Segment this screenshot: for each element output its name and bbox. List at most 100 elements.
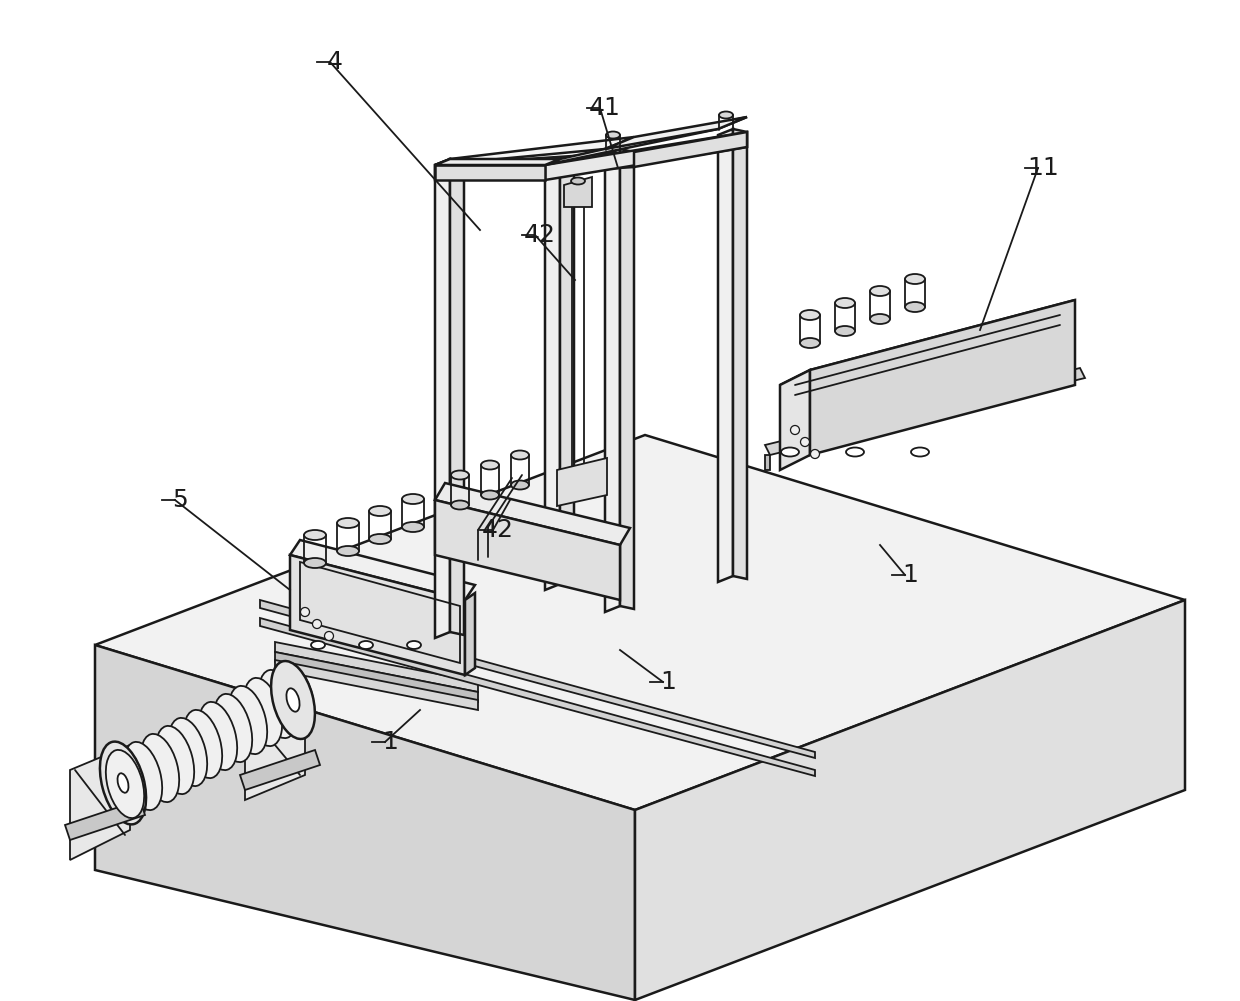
Text: 4: 4 [327, 50, 343, 74]
Polygon shape [620, 149, 634, 609]
Polygon shape [290, 540, 475, 600]
Polygon shape [605, 117, 746, 149]
Ellipse shape [141, 734, 179, 802]
Ellipse shape [905, 302, 925, 312]
Polygon shape [260, 618, 815, 776]
Ellipse shape [325, 632, 334, 641]
Ellipse shape [911, 447, 929, 456]
Ellipse shape [800, 338, 820, 348]
Ellipse shape [105, 750, 144, 818]
Ellipse shape [169, 718, 207, 786]
Ellipse shape [337, 546, 360, 556]
Polygon shape [560, 159, 574, 587]
Ellipse shape [407, 641, 422, 649]
Ellipse shape [370, 534, 391, 544]
Polygon shape [450, 159, 464, 635]
Ellipse shape [606, 131, 620, 138]
Polygon shape [435, 159, 450, 638]
Ellipse shape [791, 425, 800, 434]
Polygon shape [435, 483, 630, 545]
Text: 1: 1 [382, 730, 398, 754]
Polygon shape [557, 458, 608, 506]
Ellipse shape [304, 558, 326, 568]
Polygon shape [435, 152, 634, 180]
Polygon shape [69, 745, 130, 860]
Polygon shape [435, 165, 546, 180]
Ellipse shape [781, 447, 799, 456]
Ellipse shape [156, 726, 195, 794]
Polygon shape [435, 159, 560, 165]
Ellipse shape [719, 111, 733, 118]
Ellipse shape [304, 530, 326, 540]
Polygon shape [290, 555, 465, 675]
Polygon shape [634, 132, 746, 167]
Polygon shape [765, 455, 770, 470]
Ellipse shape [198, 702, 237, 770]
Ellipse shape [275, 664, 314, 732]
Polygon shape [260, 600, 815, 758]
Text: 1: 1 [901, 563, 918, 587]
Polygon shape [275, 642, 477, 692]
Ellipse shape [124, 742, 162, 810]
Ellipse shape [846, 447, 864, 456]
Polygon shape [718, 129, 733, 582]
Polygon shape [241, 750, 320, 790]
Ellipse shape [370, 506, 391, 516]
Ellipse shape [905, 274, 925, 284]
Text: 42: 42 [482, 518, 515, 542]
Ellipse shape [870, 314, 890, 324]
Ellipse shape [360, 641, 373, 649]
Ellipse shape [229, 686, 267, 754]
Polygon shape [765, 368, 1085, 455]
Polygon shape [435, 137, 634, 165]
Ellipse shape [570, 177, 585, 184]
Ellipse shape [835, 326, 856, 336]
Text: 41: 41 [589, 96, 621, 120]
Ellipse shape [402, 522, 424, 532]
Text: 1: 1 [660, 670, 676, 694]
Polygon shape [564, 177, 591, 207]
Ellipse shape [337, 518, 360, 528]
Polygon shape [435, 500, 620, 600]
Ellipse shape [244, 678, 283, 746]
Ellipse shape [213, 694, 252, 762]
Polygon shape [733, 129, 746, 579]
Ellipse shape [511, 480, 529, 489]
Ellipse shape [870, 286, 890, 296]
Ellipse shape [511, 450, 529, 459]
Polygon shape [546, 117, 746, 165]
Ellipse shape [835, 298, 856, 308]
Polygon shape [465, 593, 475, 675]
Ellipse shape [402, 494, 424, 504]
Polygon shape [95, 645, 635, 1000]
Polygon shape [605, 149, 620, 612]
Ellipse shape [811, 449, 820, 458]
Ellipse shape [184, 710, 222, 778]
Ellipse shape [451, 470, 469, 479]
Ellipse shape [801, 437, 810, 446]
Ellipse shape [286, 689, 300, 712]
Ellipse shape [312, 620, 321, 629]
Polygon shape [95, 435, 1185, 810]
Polygon shape [64, 800, 145, 840]
Polygon shape [275, 660, 477, 710]
Polygon shape [546, 132, 746, 180]
Polygon shape [780, 300, 1075, 385]
Ellipse shape [118, 773, 129, 793]
Ellipse shape [800, 310, 820, 320]
Ellipse shape [311, 641, 325, 649]
Ellipse shape [272, 661, 315, 739]
Ellipse shape [451, 500, 469, 510]
Text: 5: 5 [172, 488, 188, 512]
Ellipse shape [300, 608, 310, 617]
Polygon shape [635, 600, 1185, 1000]
Text: 11: 11 [1027, 156, 1059, 180]
Text: 42: 42 [525, 223, 556, 247]
Polygon shape [546, 159, 560, 590]
Ellipse shape [100, 742, 146, 825]
Polygon shape [810, 300, 1075, 455]
Polygon shape [275, 652, 477, 702]
Polygon shape [246, 690, 305, 800]
Ellipse shape [481, 460, 498, 469]
Ellipse shape [481, 490, 498, 499]
